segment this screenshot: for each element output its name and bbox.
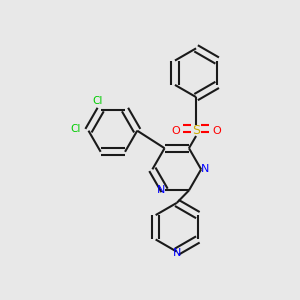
Text: O: O (212, 126, 221, 136)
Text: N: N (157, 185, 165, 195)
Text: Cl: Cl (70, 124, 80, 134)
Text: O: O (172, 126, 180, 136)
Text: Cl: Cl (92, 96, 103, 106)
Text: S: S (192, 124, 200, 137)
Text: N: N (172, 248, 181, 258)
Text: N: N (200, 164, 209, 174)
